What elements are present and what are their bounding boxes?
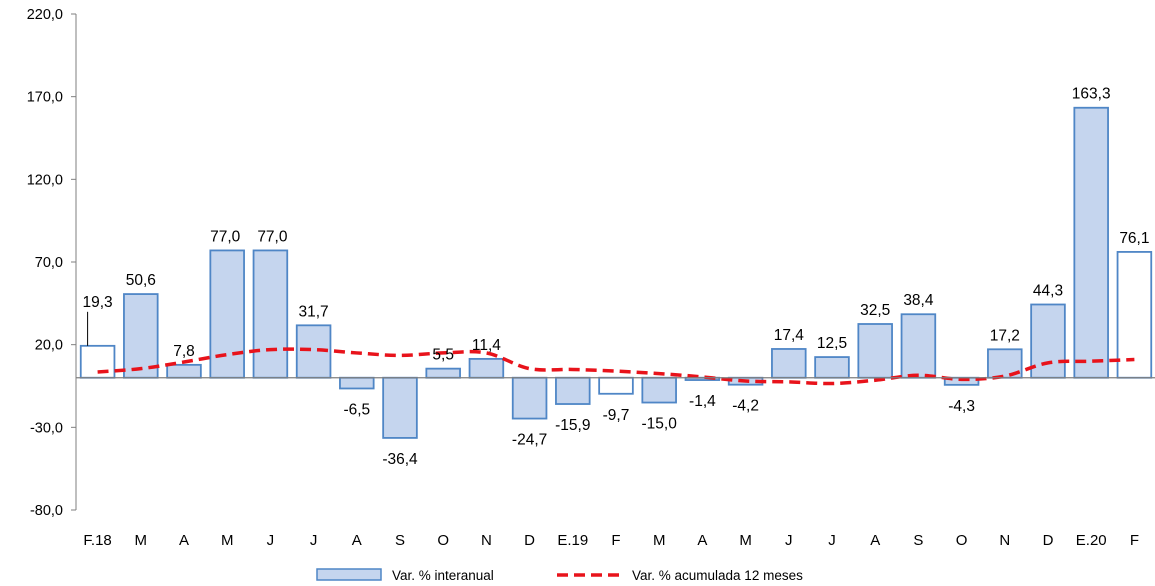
x-axis: F.18 M A M J J A S O N D E.19 F M A M J J A S O N D E.20 F — [76, 377, 1155, 549]
y-axis: 220,0 170,0 120,0 70,0 20,0 -30,0 -80,0 — [27, 7, 77, 519]
data-label: -6,5 — [343, 401, 370, 418]
y-tick-label: 170,0 — [27, 90, 63, 106]
bar — [555, 376, 591, 405]
x-tick-label: M — [135, 532, 148, 549]
bar — [900, 313, 937, 379]
x-tick-label: J — [310, 532, 318, 549]
y-tick-label: 20,0 — [35, 338, 63, 354]
data-label: 77,0 — [257, 228, 288, 245]
y-tick-label: 120,0 — [27, 172, 63, 188]
legend-swatch-bar — [316, 568, 382, 581]
data-label: 7,8 — [173, 343, 195, 360]
bar — [1116, 251, 1153, 379]
cumulative-line-path — [97, 347, 1135, 386]
x-tick-label: F.18 — [83, 532, 111, 549]
y-tick-label: 70,0 — [35, 255, 63, 271]
data-label: 12,5 — [817, 335, 847, 352]
x-tick-label: E.19 — [557, 532, 588, 549]
cumulative-line — [97, 347, 1135, 386]
x-tick-label: F — [611, 532, 620, 549]
bar — [252, 249, 289, 379]
x-tick-label: J — [828, 532, 836, 549]
x-tick-label: S — [395, 532, 405, 549]
x-tick-label: O — [437, 532, 449, 549]
data-label: -24,7 — [512, 432, 547, 449]
data-label: 17,2 — [990, 327, 1020, 344]
data-label: 32,5 — [860, 302, 890, 319]
data-label: -15,9 — [555, 417, 590, 434]
data-label: 44,3 — [1033, 282, 1063, 299]
data-label: -1,4 — [689, 393, 716, 410]
bar — [641, 376, 677, 404]
x-tick-label: D — [1043, 532, 1054, 549]
x-tick-label: F — [1130, 532, 1139, 549]
bar — [771, 348, 807, 379]
data-label: 38,4 — [903, 292, 934, 309]
legend-label-bar: Var. % interanual — [392, 568, 494, 583]
x-tick-label: N — [481, 532, 492, 549]
bar — [123, 293, 159, 379]
x-tick-label: J — [267, 532, 275, 549]
legend-label-line: Var. % acumulada 12 meses — [632, 568, 803, 583]
y-tick-label: -30,0 — [30, 420, 63, 436]
data-labels: 19,3 50,6 7,8 77,0 77,0 31,7 -6,5 -36,4 5,5 11,4 -… — [83, 86, 1150, 468]
bar — [209, 249, 245, 379]
data-label: 163,3 — [1072, 86, 1111, 103]
y-tick-label: 220,0 — [27, 7, 63, 23]
bar — [468, 357, 505, 379]
x-tick-label: E.20 — [1076, 532, 1107, 549]
bar — [1073, 106, 1109, 379]
x-tick-label: A — [352, 532, 362, 549]
bar — [166, 363, 202, 379]
x-tick-label: M — [739, 532, 752, 549]
x-tick-label: J — [785, 532, 793, 549]
x-tick-label: M — [221, 532, 234, 549]
y-tick-label: -80,0 — [30, 503, 63, 519]
bar — [814, 356, 850, 379]
x-tick-label: O — [956, 532, 968, 549]
bar — [382, 376, 418, 439]
x-tick-label: A — [179, 532, 189, 549]
data-label: 76,1 — [1119, 230, 1149, 247]
bar — [511, 376, 548, 420]
x-tick-label: A — [697, 532, 707, 549]
bar — [598, 376, 634, 395]
legend: Var. % interanual Var. % acumulada 12 me… — [316, 568, 803, 583]
bar — [79, 344, 116, 379]
data-label: -15,0 — [642, 416, 678, 433]
data-label: -36,4 — [382, 451, 418, 468]
data-label: -9,7 — [603, 407, 630, 424]
data-label: -4,3 — [948, 398, 975, 415]
data-label: 19,3 — [83, 294, 113, 311]
x-tick-label: S — [913, 532, 923, 549]
data-label: 50,6 — [126, 272, 156, 289]
x-tick-label: M — [653, 532, 666, 549]
bar — [1030, 303, 1066, 379]
bar — [425, 367, 461, 379]
data-label: 77,0 — [210, 228, 241, 245]
data-label: -4,2 — [732, 398, 759, 415]
data-label: 17,4 — [774, 327, 805, 344]
bar — [339, 376, 375, 390]
data-label: 31,7 — [299, 303, 329, 320]
x-tick-label: A — [870, 532, 880, 549]
bars — [79, 106, 1153, 439]
data-label: 5,5 — [432, 347, 454, 364]
x-tick-label: N — [999, 532, 1010, 549]
bar — [857, 323, 893, 379]
x-tick-label: D — [524, 532, 535, 549]
data-label: 11,4 — [472, 337, 501, 354]
